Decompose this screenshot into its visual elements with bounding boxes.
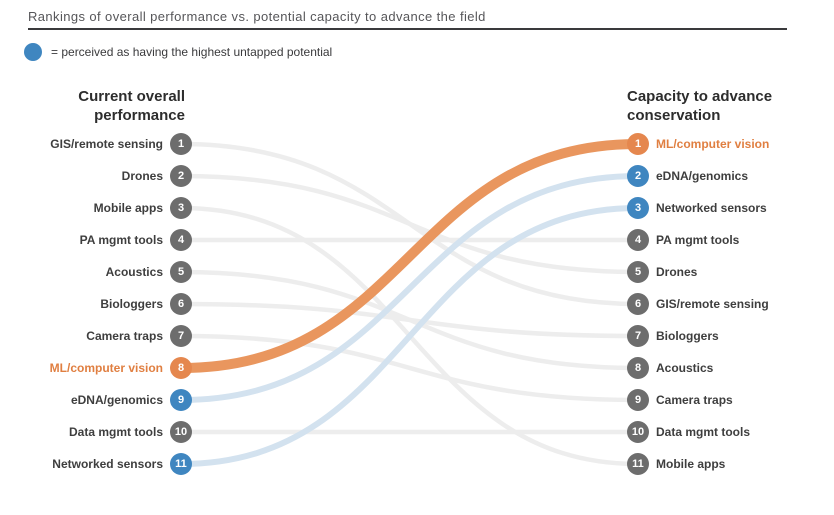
- right-column-header: Capacity to advance conservation: [627, 87, 827, 125]
- left-rank-row: Camera traps 7: [0, 320, 192, 352]
- tech-label: PA mgmt tools: [656, 233, 740, 247]
- rank-badge: 9: [627, 389, 649, 411]
- rank-badge: 9: [170, 389, 192, 411]
- rank-badge: 3: [170, 197, 192, 219]
- rank-badge: 11: [627, 453, 649, 475]
- tech-label: PA mgmt tools: [79, 233, 163, 247]
- tech-label: Mobile apps: [656, 457, 726, 471]
- right-header-line1: Capacity to advance: [627, 88, 773, 105]
- performance-rank-list: GIS/remote sensing 1 Drones 2 Mobile apps 3 PA…: [0, 128, 192, 480]
- rank-badge: 10: [627, 421, 649, 443]
- tech-label: Biologgers: [656, 329, 719, 343]
- tech-label: Mobile apps: [93, 201, 163, 215]
- rank-badge: 11: [170, 453, 192, 475]
- rank-badge: 4: [170, 229, 192, 251]
- rank-badge: 4: [627, 229, 649, 251]
- rank-badge: 10: [170, 421, 192, 443]
- rank-link-networked-sensors: [178, 205, 641, 467]
- left-header-line1: Current overall: [78, 88, 185, 105]
- rank-badge: 1: [627, 133, 649, 155]
- tech-label: ML/computer vision: [656, 137, 770, 151]
- tech-label: ML/computer vision: [49, 361, 163, 375]
- rank-badge: 6: [170, 293, 192, 315]
- right-rank-row: 1 ML/computer vision: [627, 128, 769, 160]
- tech-label: Biologgers: [100, 297, 163, 311]
- right-rank-row: 8 Acoustics: [627, 352, 769, 384]
- tech-label: GIS/remote sensing: [50, 137, 163, 151]
- rank-link-camera-traps: [178, 333, 641, 403]
- tech-label: Acoustics: [656, 361, 714, 375]
- legend: = perceived as having the highest untapp…: [24, 43, 332, 61]
- chart-title: Rankings of overall performance vs. pote…: [28, 9, 486, 24]
- rank-badge: 8: [170, 357, 192, 379]
- tech-label: Data mgmt tools: [68, 425, 163, 439]
- rank-badge: 7: [170, 325, 192, 347]
- right-rank-row: 10 Data mgmt tools: [627, 416, 769, 448]
- rank-link-drones: [178, 173, 641, 275]
- left-rank-row: GIS/remote sensing 1: [0, 128, 192, 160]
- rank-badge: 5: [170, 261, 192, 283]
- left-rank-row: Mobile apps 3: [0, 192, 192, 224]
- right-rank-row: 6 GIS/remote sensing: [627, 288, 769, 320]
- rank-badge: 5: [627, 261, 649, 283]
- legend-label: = perceived as having the highest untapp…: [51, 45, 333, 59]
- left-header-line2: performance: [94, 107, 185, 124]
- tech-label: Drones: [656, 265, 698, 279]
- tech-label: eDNA/genomics: [70, 393, 163, 407]
- rank-link-mobile-apps: [178, 205, 641, 467]
- right-rank-row: 2 eDNA/genomics: [627, 160, 769, 192]
- rank-link-ml-computer-vision: [176, 139, 643, 373]
- right-rank-row: 7 Biologgers: [627, 320, 769, 352]
- right-rank-row: 3 Networked sensors: [627, 192, 769, 224]
- rank-link-acoustics: [178, 269, 641, 371]
- right-header-line2: conservation: [627, 107, 721, 124]
- rank-badge: 7: [627, 325, 649, 347]
- left-rank-row: Biologgers 6: [0, 288, 192, 320]
- tech-label: Camera traps: [86, 329, 163, 343]
- tech-label: Data mgmt tools: [656, 425, 751, 439]
- left-rank-row: Data mgmt tools 10: [0, 416, 192, 448]
- legend-highlight-dot-icon: [24, 43, 42, 61]
- rank-badge: 1: [170, 133, 192, 155]
- right-rank-row: 4 PA mgmt tools: [627, 224, 769, 256]
- right-rank-row: 9 Camera traps: [627, 384, 769, 416]
- left-column-header: Current overall performance: [0, 87, 185, 125]
- tech-label: Networked sensors: [656, 201, 767, 215]
- left-rank-row: eDNA/genomics 9: [0, 384, 192, 416]
- rank-link-gis-remote-sensing: [178, 141, 641, 307]
- rank-badge: 2: [627, 165, 649, 187]
- tech-label: Acoustics: [105, 265, 163, 279]
- tech-label: Drones: [121, 169, 163, 183]
- rank-badge: 6: [627, 293, 649, 315]
- left-rank-row: ML/computer vision 8: [0, 352, 192, 384]
- rank-link-edna-genomics: [178, 173, 641, 403]
- capacity-rank-list: 1 ML/computer vision 2 eDNA/genomics 3 Networ…: [627, 128, 769, 480]
- left-rank-row: Acoustics 5: [0, 256, 192, 288]
- rank-link-biologgers: [178, 301, 641, 339]
- right-rank-row: 11 Mobile apps: [627, 448, 769, 480]
- left-rank-row: Drones 2: [0, 160, 192, 192]
- left-rank-row: PA mgmt tools 4: [0, 224, 192, 256]
- right-rank-row: 5 Drones: [627, 256, 769, 288]
- left-rank-row: Networked sensors 11: [0, 448, 192, 480]
- tech-label: eDNA/genomics: [656, 169, 749, 183]
- rank-badge: 3: [627, 197, 649, 219]
- tech-label: Camera traps: [656, 393, 733, 407]
- rank-badge: 2: [170, 165, 192, 187]
- tech-label: GIS/remote sensing: [656, 297, 769, 311]
- title-underline: [28, 28, 787, 30]
- tech-label: Networked sensors: [52, 457, 163, 471]
- rank-badge: 8: [627, 357, 649, 379]
